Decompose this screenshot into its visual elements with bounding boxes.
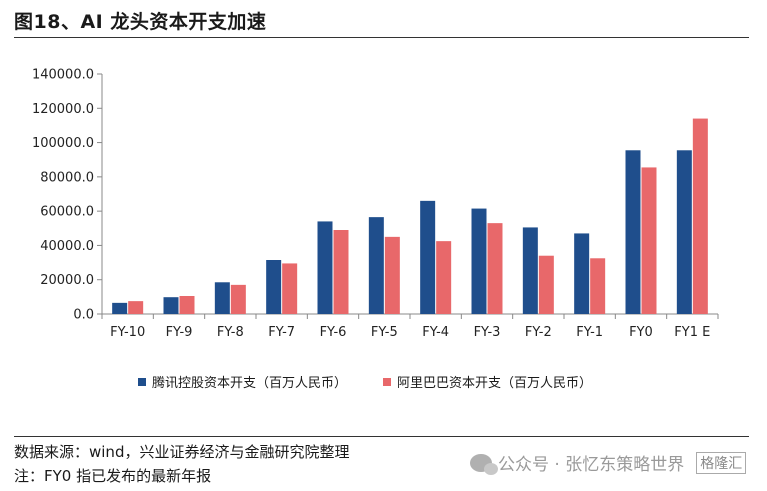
legend-label-alibaba: 阿里巴巴资本开支（百万人民币）	[397, 376, 593, 391]
bar-tencent	[625, 150, 641, 314]
x-tick-label: FY-10	[110, 325, 145, 340]
y-tick-label: 80000.0	[40, 170, 94, 185]
top-divider	[14, 37, 749, 38]
bottom-divider	[14, 436, 749, 437]
watermark: 公众号 · 张忆东策略世界 格隆汇	[470, 450, 747, 475]
x-tick-label: FY-7	[268, 325, 295, 340]
x-tick-label: FY-8	[217, 325, 244, 340]
x-tick-label: FY-3	[474, 325, 501, 340]
y-tick-label: 140000.0	[32, 68, 94, 83]
legend-item-alibaba: 阿里巴巴资本开支（百万人民币）	[383, 372, 592, 391]
x-tick-label: FY-2	[525, 325, 552, 340]
y-tick-label: 120000.0	[32, 102, 94, 117]
bar-alibaba	[436, 241, 452, 314]
source-note: 数据来源：wind，兴业证券经济与金融研究院整理	[14, 443, 350, 461]
y-tick-label: 40000.0	[40, 239, 94, 254]
x-tick-label: FY-9	[166, 325, 193, 340]
bar-chart: 0.0 20000.0 40000.0 60000.0 80000.0 100000.0 1…	[32, 68, 719, 340]
bars	[112, 118, 708, 314]
legend: 腾讯控股资本开支（百万人民币） 阿里巴巴资本开支（百万人民币）	[138, 372, 592, 391]
watermark-logo: 格隆汇	[696, 451, 747, 474]
bar-tencent	[214, 282, 230, 314]
bar-alibaba	[487, 223, 503, 314]
bar-alibaba	[384, 236, 400, 314]
bar-tencent	[522, 227, 538, 314]
x-tick-label: FY-1	[576, 325, 603, 340]
bar-tencent	[368, 217, 384, 314]
bar-alibaba	[179, 296, 195, 314]
x-axis: FY-10 FY-9 FY-8 FY-7 FY-6 FY-5 FY-4 FY-3 FY-2 FY-…	[101, 313, 719, 340]
bar-tencent	[676, 150, 692, 314]
legend-item-tencent: 腾讯控股资本开支（百万人民币）	[138, 372, 347, 391]
chart-title: 图18、AI 龙头资本开支加速	[14, 11, 267, 33]
bar-tencent	[112, 302, 128, 314]
watermark-text: 公众号 · 张忆东策略世界	[498, 455, 685, 475]
y-tick-label: 60000.0	[40, 205, 94, 220]
bar-alibaba	[538, 255, 554, 314]
bar-alibaba	[590, 258, 606, 314]
bar-alibaba	[128, 301, 144, 314]
legend-label-tencent: 腾讯控股资本开支（百万人民币）	[152, 376, 348, 391]
y-tick-label: 100000.0	[32, 136, 94, 151]
bar-alibaba	[641, 167, 657, 314]
x-tick-label: FY-5	[371, 325, 398, 340]
legend-swatch-alibaba	[383, 377, 392, 386]
x-tick-label: FY1 E	[674, 325, 710, 340]
y-tick-label: 20000.0	[40, 273, 94, 288]
bar-alibaba	[230, 284, 246, 314]
x-tick-label: FY0	[629, 325, 653, 340]
bar-tencent	[574, 233, 590, 314]
bar-alibaba	[282, 263, 298, 314]
footnote: 注：FY0 指已发布的最新年报	[14, 467, 212, 485]
bar-tencent	[163, 297, 179, 314]
x-tick-label: FY-6	[320, 325, 347, 340]
legend-swatch-tencent	[138, 377, 146, 386]
wechat-icon	[470, 453, 498, 475]
bar-alibaba	[692, 118, 708, 314]
bar-tencent	[471, 208, 487, 314]
y-axis: 0.0 20000.0 40000.0 60000.0 80000.0 100000.0 1…	[32, 68, 103, 323]
bar-alibaba	[333, 230, 349, 314]
bar-tencent	[266, 260, 282, 314]
x-tick-label: FY-4	[422, 325, 449, 340]
bar-tencent	[420, 200, 436, 314]
bar-tencent	[317, 221, 333, 314]
y-tick-label: 0.0	[73, 308, 94, 323]
